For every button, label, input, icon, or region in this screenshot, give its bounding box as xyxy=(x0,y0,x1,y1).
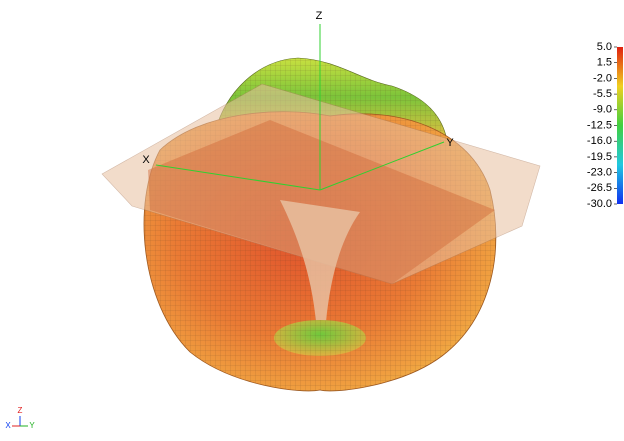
orientation-triad: Z X Y xyxy=(5,406,35,430)
colorbar-tick-label: 1.5 xyxy=(597,57,612,69)
y-axis xyxy=(319,141,445,191)
triad-z-label: Z xyxy=(18,406,23,415)
y-axis-label: Y xyxy=(446,137,454,149)
colorbar-tick-label: -16.0 xyxy=(587,135,612,147)
colorbar-tick-label: -12.5 xyxy=(587,119,612,131)
bottom-cup-mesh xyxy=(274,320,366,356)
z-axis-label: Z xyxy=(316,10,323,22)
colorbar-tick-label: 5.0 xyxy=(597,41,612,53)
triad-x-label: X xyxy=(5,421,11,430)
center-cusp xyxy=(280,200,360,322)
plane-band xyxy=(148,120,495,284)
colorbar-tick-label: -2.0 xyxy=(593,72,612,84)
x-axis xyxy=(155,164,321,191)
colorbar xyxy=(617,47,623,204)
colorbar-tick-label: -5.5 xyxy=(593,88,612,100)
ground-plane xyxy=(101,83,541,285)
colorbar-tick-label: -30.0 xyxy=(587,198,612,210)
x-axis-label: X xyxy=(142,154,150,166)
colorbar-tick-label: -9.0 xyxy=(593,104,612,116)
colorbar-tick-label: -26.5 xyxy=(587,182,612,194)
colorbar-tick-label: -23.0 xyxy=(587,167,612,179)
triad-y-label: Y xyxy=(29,421,35,430)
colorbar-tick-label: -19.5 xyxy=(587,151,612,163)
